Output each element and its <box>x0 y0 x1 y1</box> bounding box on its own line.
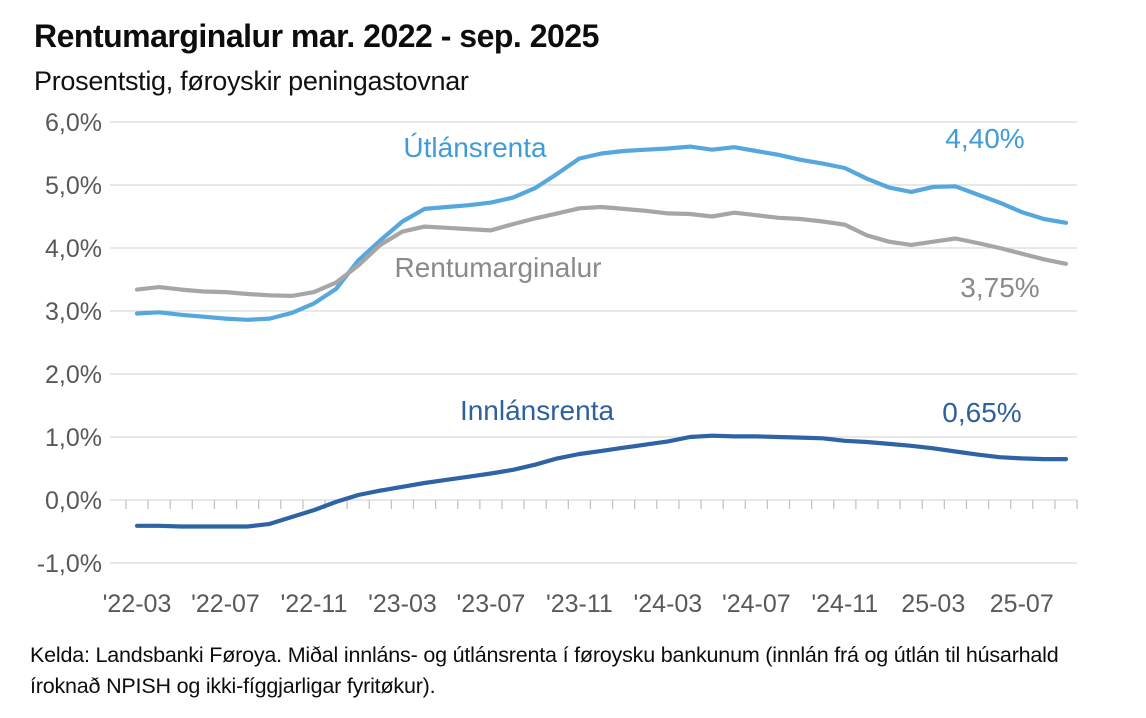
series-line-innlansrenta <box>134 433 1069 529</box>
y-tick-label: 0,0% <box>45 487 102 515</box>
end-value-label-rentumarginalur: 3,75% <box>960 272 1039 303</box>
x-tick-label: '22-11 <box>281 590 348 618</box>
series-label-rentumarginalur: Rentumarginalur <box>395 252 602 283</box>
y-tick-label: 3,0% <box>45 298 102 326</box>
series-label-utlansrenta: Útlánsrenta <box>403 132 547 163</box>
series-line-rentumarginalur <box>134 204 1069 298</box>
end-value-label-utlansrenta: 4,40% <box>945 123 1024 154</box>
y-tick-label: 6,0% <box>45 109 102 137</box>
x-tick-label: '24-11 <box>811 590 878 618</box>
x-tick-label: '23-07 <box>457 590 526 618</box>
y-tick-label: 1,0% <box>45 424 102 452</box>
x-tick-label: 25-03 <box>901 590 965 618</box>
y-tick-label: 2,0% <box>45 361 102 389</box>
y-tick-label: -1,0% <box>37 550 102 578</box>
page-title: Rentumarginalur mar. 2022 - sep. 2025 <box>34 18 599 54</box>
x-tick-label: '23-03 <box>368 590 437 618</box>
x-tick-label: '22-03 <box>103 590 172 618</box>
y-tick-label: 5,0% <box>45 172 102 200</box>
x-tick-label: '24-03 <box>633 590 702 618</box>
source-note: Kelda: Landsbanki Føroya. Miðal innláns-… <box>30 643 1059 698</box>
y-tick-label: 4,0% <box>45 235 102 263</box>
x-tick-label: 25-07 <box>990 590 1054 618</box>
page-subtitle: Prosentstig, føroyskir peningastovnar <box>34 66 469 96</box>
series-label-innlansrenta: Innlánsrenta <box>460 395 615 426</box>
series-line-utlansrenta <box>134 144 1069 322</box>
x-tick-label: '24-07 <box>722 590 791 618</box>
x-tick-label: '23-11 <box>546 590 613 618</box>
end-value-label-innlansrenta: 0,65% <box>942 397 1021 428</box>
x-tick-label: '22-07 <box>191 590 260 618</box>
